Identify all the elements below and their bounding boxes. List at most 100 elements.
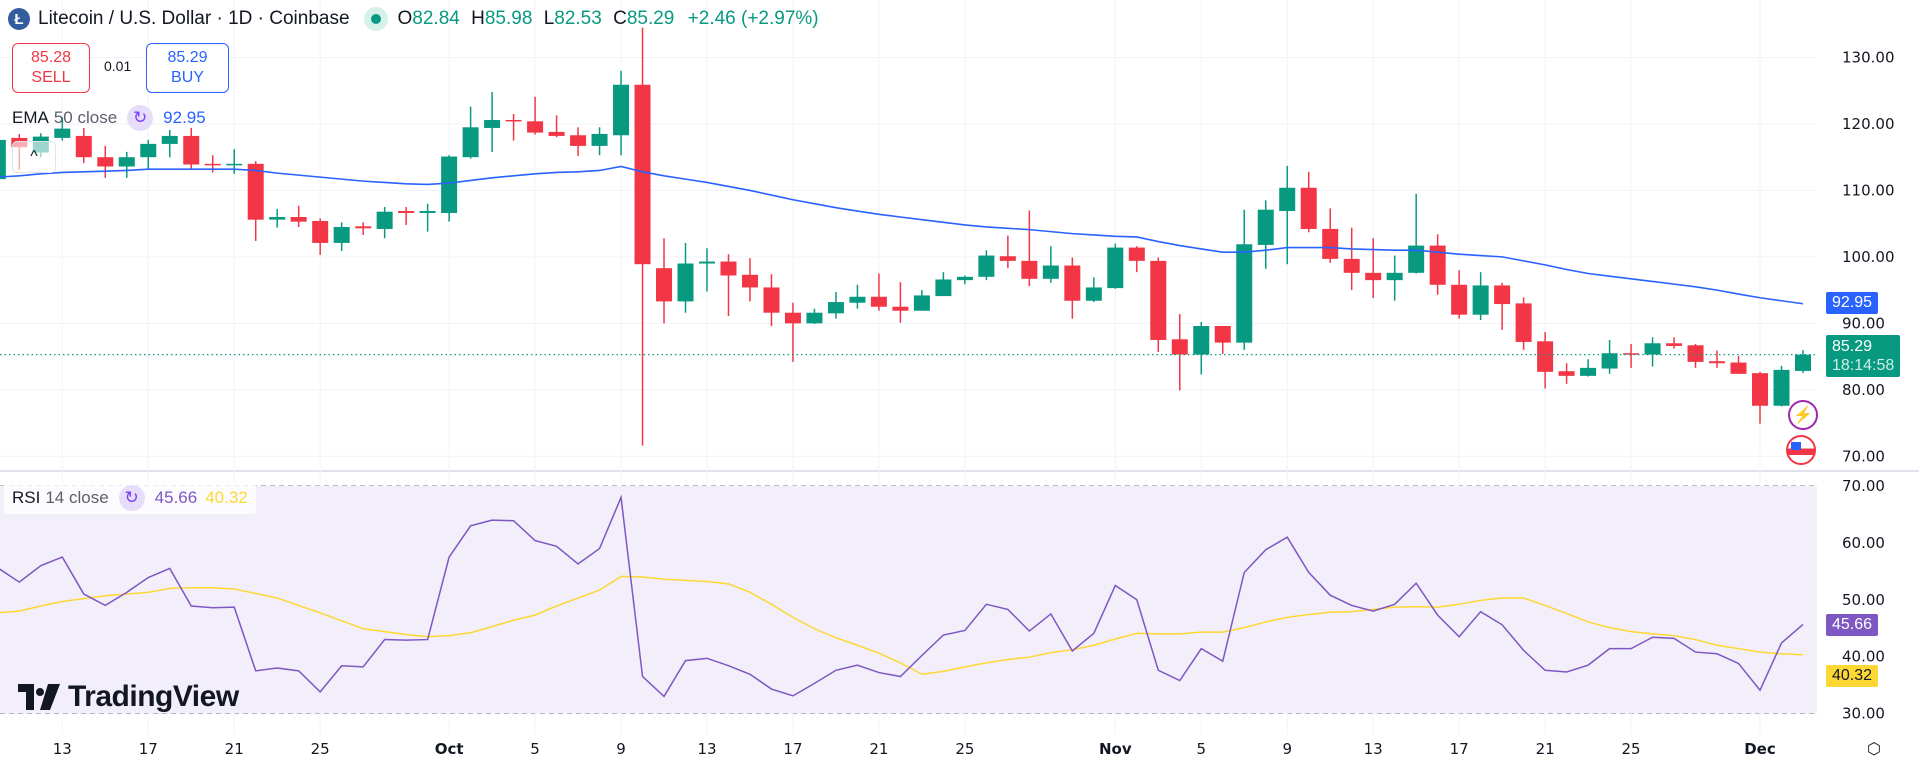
candle[interactable] (484, 92, 501, 152)
candle[interactable] (1644, 337, 1661, 367)
candle[interactable] (419, 203, 436, 232)
candle[interactable] (1451, 270, 1468, 319)
candle[interactable] (118, 151, 135, 178)
candle[interactable] (741, 258, 758, 302)
candle[interactable] (1085, 277, 1102, 303)
tradingview-logo[interactable]: TradingView (18, 680, 239, 714)
candle[interactable] (548, 115, 565, 138)
candle[interactable] (1558, 363, 1575, 384)
candle-body (591, 133, 608, 146)
collapse-legend-button[interactable]: ^ (12, 141, 56, 173)
candle[interactable] (1494, 282, 1511, 330)
candle[interactable] (1300, 171, 1317, 233)
candle[interactable] (247, 161, 264, 241)
candle[interactable] (1021, 210, 1038, 287)
candle[interactable] (913, 290, 930, 311)
candle[interactable] (935, 272, 952, 297)
candle[interactable] (699, 248, 715, 292)
candle[interactable] (1773, 365, 1790, 407)
candle[interactable] (97, 145, 114, 178)
candle[interactable] (441, 155, 458, 222)
candle[interactable] (1666, 337, 1683, 349)
candle[interactable] (1193, 322, 1210, 375)
candle[interactable] (763, 274, 780, 326)
candle[interactable] (1257, 200, 1274, 269)
candle[interactable] (1408, 193, 1425, 274)
candle[interactable] (527, 96, 544, 135)
candle[interactable] (634, 27, 651, 446)
candle[interactable] (1794, 350, 1811, 373)
candle[interactable] (290, 205, 307, 227)
ema-legend[interactable]: EMA 50 close ↻ 92.95 (12, 105, 206, 131)
candle[interactable] (1515, 297, 1532, 350)
candle[interactable] (1279, 165, 1296, 265)
candle-body (1064, 265, 1081, 301)
candle[interactable] (677, 242, 694, 313)
candle[interactable] (161, 129, 178, 158)
buy-button[interactable]: 85.29 BUY (146, 43, 229, 93)
candle[interactable] (140, 139, 157, 170)
candle[interactable] (269, 209, 286, 228)
candle-body (462, 127, 479, 158)
candle[interactable] (849, 284, 866, 309)
candle[interactable] (1236, 209, 1253, 350)
sell-button[interactable]: 85.28 SELL (12, 43, 90, 93)
candle[interactable] (806, 308, 823, 325)
candle[interactable] (1687, 343, 1704, 368)
refresh-icon[interactable]: ↻ (118, 485, 145, 511)
lightning-event-icon[interactable]: ⚡ (1788, 400, 1818, 430)
candle[interactable] (1150, 257, 1167, 352)
candle[interactable] (892, 282, 909, 323)
candle[interactable] (784, 302, 801, 362)
candle[interactable] (720, 254, 737, 317)
candle[interactable] (956, 275, 973, 285)
candle[interactable] (1386, 255, 1403, 301)
candle[interactable] (1730, 355, 1747, 374)
candle[interactable] (1107, 243, 1124, 289)
candle[interactable] (1537, 331, 1554, 389)
candle[interactable] (1580, 359, 1597, 377)
candle[interactable] (1601, 339, 1618, 374)
candle[interactable] (1623, 343, 1640, 368)
candle[interactable] (1322, 208, 1339, 263)
candle[interactable] (570, 127, 587, 156)
rsi-legend[interactable]: RSI 14 close ↻ 45.66 40.32 (4, 482, 256, 514)
refresh-icon[interactable]: ↻ (127, 105, 154, 131)
candle[interactable] (656, 238, 673, 324)
candle[interactable] (1128, 246, 1145, 273)
symbol-title[interactable]: Litecoin / U.S. Dollar · 1D · Coinbase (38, 8, 350, 29)
chart-settings-icon[interactable]: ⬡ (1867, 741, 1881, 758)
candle[interactable] (54, 117, 71, 141)
candle[interactable] (1042, 246, 1059, 283)
candle[interactable] (591, 127, 608, 156)
candle[interactable] (1429, 234, 1446, 295)
candle[interactable] (183, 127, 200, 169)
candle[interactable] (462, 106, 479, 159)
candle[interactable] (0, 137, 6, 184)
market-open-icon[interactable] (363, 7, 388, 31)
candle[interactable] (1214, 325, 1231, 354)
candle[interactable] (333, 222, 350, 251)
symbol-header: Ł Litecoin / U.S. Dollar · 1D · Coinbase… (8, 4, 819, 34)
candle[interactable] (1343, 227, 1360, 291)
candle[interactable] (870, 273, 887, 311)
candle[interactable] (376, 207, 393, 239)
candle[interactable] (1472, 272, 1489, 321)
candle[interactable] (827, 292, 844, 319)
candle[interactable] (355, 222, 372, 235)
candle[interactable] (1752, 371, 1769, 424)
candle[interactable] (1171, 314, 1188, 391)
candle[interactable] (613, 70, 630, 156)
candle[interactable] (1709, 350, 1726, 368)
candle[interactable] (75, 127, 92, 164)
candle[interactable] (312, 218, 329, 255)
candle[interactable] (398, 207, 415, 225)
candle[interactable] (1064, 257, 1081, 319)
candle[interactable] (505, 113, 522, 141)
candle[interactable] (978, 250, 995, 281)
candle[interactable] (1365, 238, 1382, 299)
chevron-up-icon: ^ (30, 148, 38, 165)
us-flag-economic-event-icon[interactable] (1786, 435, 1816, 465)
candle[interactable] (999, 235, 1016, 269)
